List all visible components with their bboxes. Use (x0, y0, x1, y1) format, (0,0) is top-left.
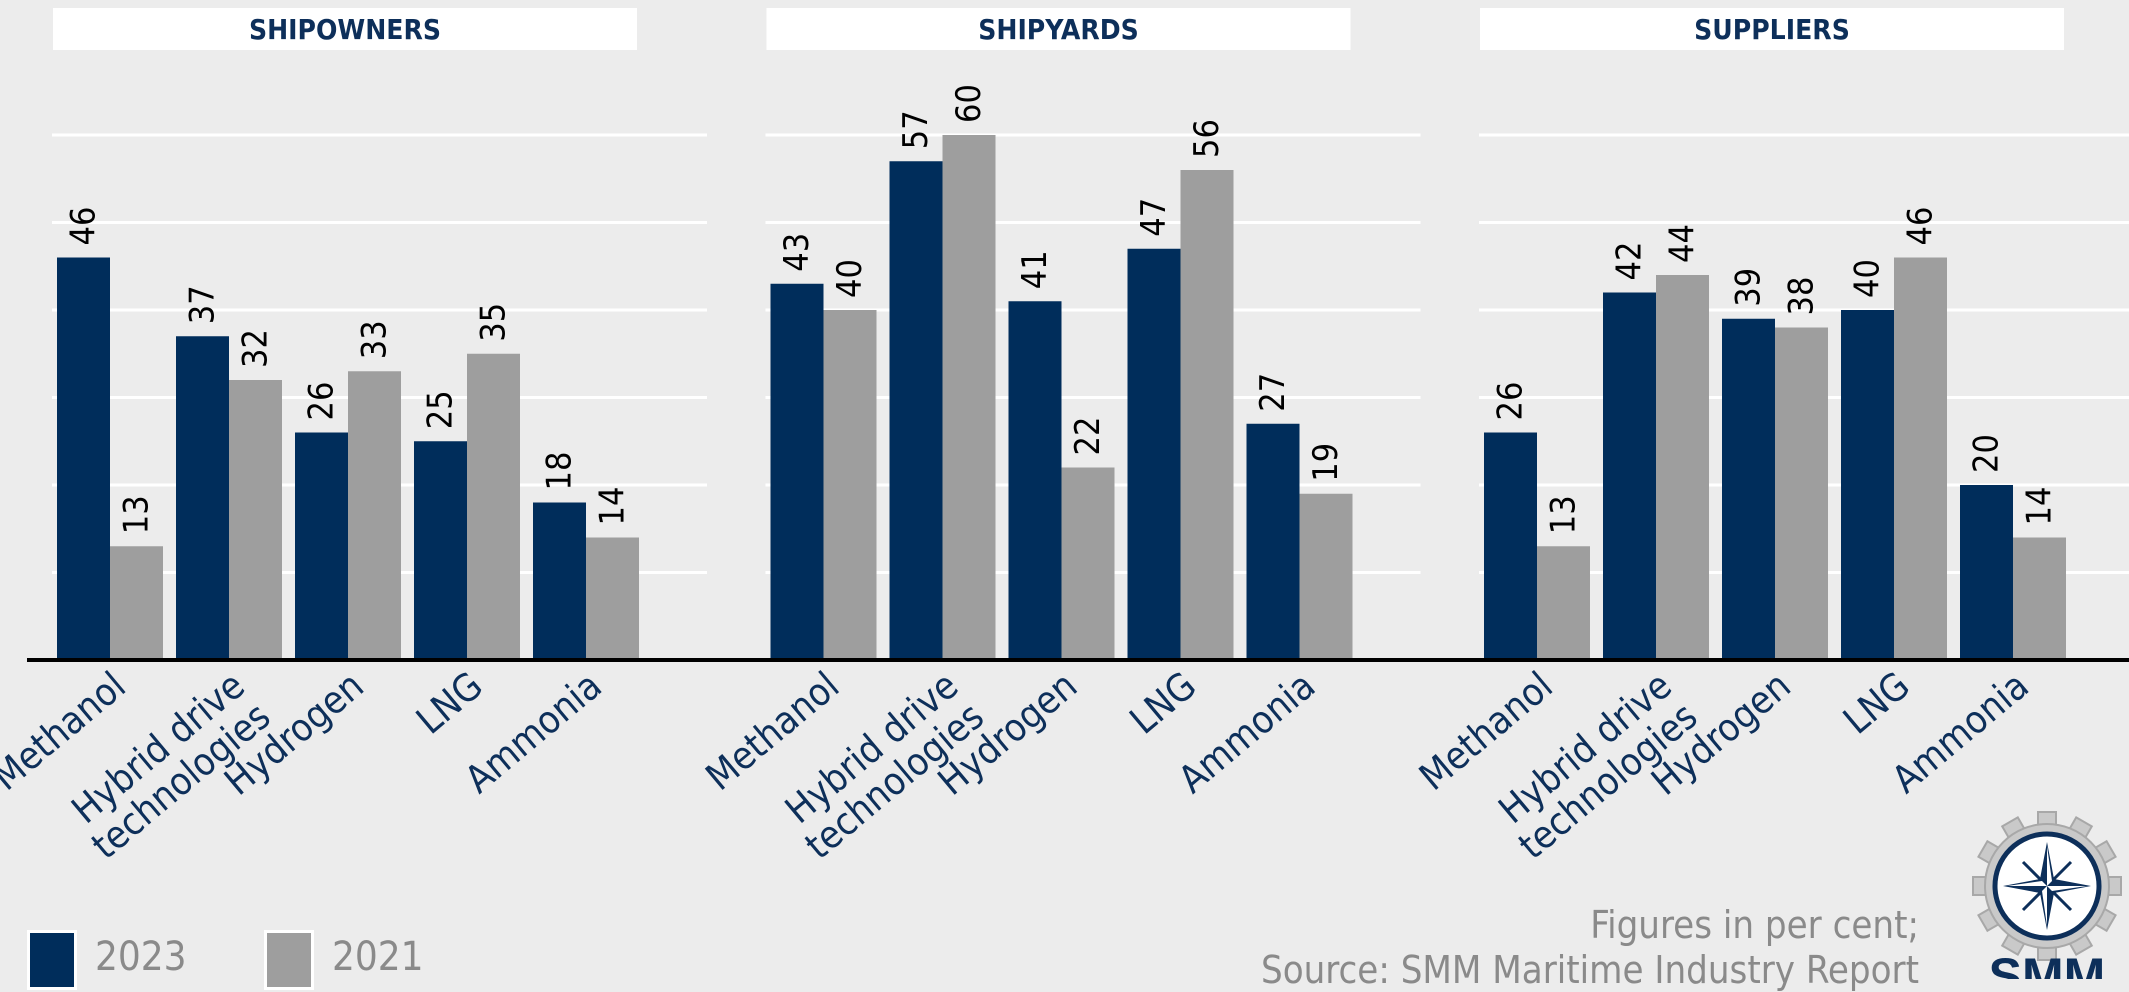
data-label-hybrid-drive-technologies-2023: 57 (896, 110, 936, 149)
logo-text: SMM (1989, 948, 2106, 979)
data-label-lng-2021: 56 (1187, 119, 1227, 158)
source-note-line2: Source: SMM Maritime Industry Report (1261, 948, 1919, 992)
bar-ammonia-2021 (1299, 493, 1353, 660)
bar-ammonia-2023 (1960, 485, 2013, 660)
data-label-ammonia-2023: 27 (1253, 373, 1293, 412)
data-label-lng-2023: 47 (1134, 198, 1174, 237)
category-label-line: LNG (408, 663, 491, 742)
bar-lng-2023 (414, 441, 467, 660)
panel-title: SUPPLIERS (1694, 13, 1850, 46)
data-label-hydrogen-2021: 38 (1782, 277, 1822, 316)
data-label-lng-2023: 40 (1848, 259, 1888, 298)
bar-hybrid-drive-technologies-2021 (942, 135, 996, 660)
data-label-ammonia-2021: 19 (1306, 443, 1346, 482)
legend-label-2023: 2023 (95, 934, 187, 980)
data-label-methanol-2021: 40 (830, 259, 870, 298)
panel-title-box (53, 8, 637, 50)
legend-swatch-2023 (27, 930, 77, 990)
bar-methanol-2021 (1537, 546, 1590, 660)
bar-methanol-2021 (110, 546, 163, 660)
bar-lng-2021 (1180, 170, 1234, 660)
bar-lng-2023 (1841, 310, 1894, 660)
data-label-ammonia-2021: 14 (593, 487, 633, 526)
bar-methanol-2023 (770, 283, 824, 660)
bar-lng-2021 (1894, 257, 1947, 660)
bar-hydrogen-2023 (1722, 318, 1775, 660)
data-label-hydrogen-2023: 26 (302, 382, 342, 421)
data-label-methanol-2021: 13 (1544, 495, 1584, 534)
data-label-hybrid-drive-technologies-2023: 42 (1610, 242, 1650, 281)
bar-ammonia-2023 (533, 502, 586, 660)
bar-hybrid-drive-technologies-2023 (889, 161, 943, 660)
data-label-hydrogen-2021: 22 (1068, 417, 1108, 456)
category-label-lng: LNG (1835, 663, 1918, 742)
legend-label-2021: 2021 (332, 934, 424, 980)
panel-title-box (1480, 8, 2064, 50)
bar-methanol-2023 (1484, 432, 1537, 660)
compass-gear-icon (1972, 811, 2122, 961)
source-note-line1: Figures in per cent; (1590, 903, 1919, 947)
data-label-methanol-2023: 26 (1491, 382, 1531, 421)
data-label-methanol-2023: 43 (777, 233, 817, 272)
bar-hydrogen-2021 (1061, 467, 1115, 660)
bar-ammonia-2021 (586, 537, 639, 660)
data-label-hydrogen-2021: 33 (355, 320, 395, 359)
bar-hydrogen-2023 (295, 432, 348, 660)
panel-title-box (766, 8, 1351, 50)
bar-hybrid-drive-technologies-2023 (176, 336, 229, 660)
data-label-hybrid-drive-technologies-2021: 60 (949, 84, 989, 123)
bar-hybrid-drive-technologies-2023 (1603, 292, 1656, 660)
data-label-ammonia-2023: 18 (540, 452, 580, 491)
bar-hydrogen-2021 (1775, 327, 1828, 660)
data-label-ammonia-2021: 14 (2020, 487, 2060, 526)
data-label-lng-2021: 35 (474, 303, 514, 342)
bar-hydrogen-2021 (348, 371, 401, 660)
bar-hybrid-drive-technologies-2021 (1656, 275, 1709, 660)
bar-hydrogen-2023 (1008, 301, 1062, 660)
category-label-lng: LNG (408, 663, 491, 742)
category-label-line: LNG (1835, 663, 1918, 742)
data-label-hybrid-drive-technologies-2021: 44 (1663, 224, 1703, 263)
smm-logo: SMM (1965, 808, 2129, 992)
bar-methanol-2021 (823, 310, 877, 660)
data-label-hybrid-drive-technologies-2021: 32 (236, 329, 276, 368)
data-label-lng-2023: 25 (421, 390, 461, 429)
category-label-line: LNG (1122, 663, 1205, 742)
data-label-ammonia-2023: 20 (1967, 434, 2007, 473)
legend-swatch-2021 (264, 930, 314, 990)
bar-lng-2021 (467, 353, 520, 660)
panel-title: SHIPOWNERS (249, 13, 441, 46)
data-label-methanol-2023: 46 (64, 207, 104, 246)
data-label-hydrogen-2023: 39 (1729, 268, 1769, 307)
data-label-methanol-2021: 13 (117, 495, 157, 534)
data-label-hybrid-drive-technologies-2023: 37 (183, 285, 223, 324)
bar-hybrid-drive-technologies-2021 (229, 380, 282, 660)
bar-ammonia-2023 (1246, 423, 1300, 660)
bar-lng-2023 (1127, 248, 1181, 660)
panel-title: SHIPYARDS (978, 13, 1139, 46)
bar-methanol-2023 (57, 257, 110, 660)
category-label-lng: LNG (1122, 663, 1205, 742)
data-label-lng-2021: 46 (1901, 207, 1941, 246)
bar-ammonia-2021 (2013, 537, 2066, 660)
data-label-hydrogen-2023: 41 (1015, 250, 1055, 289)
